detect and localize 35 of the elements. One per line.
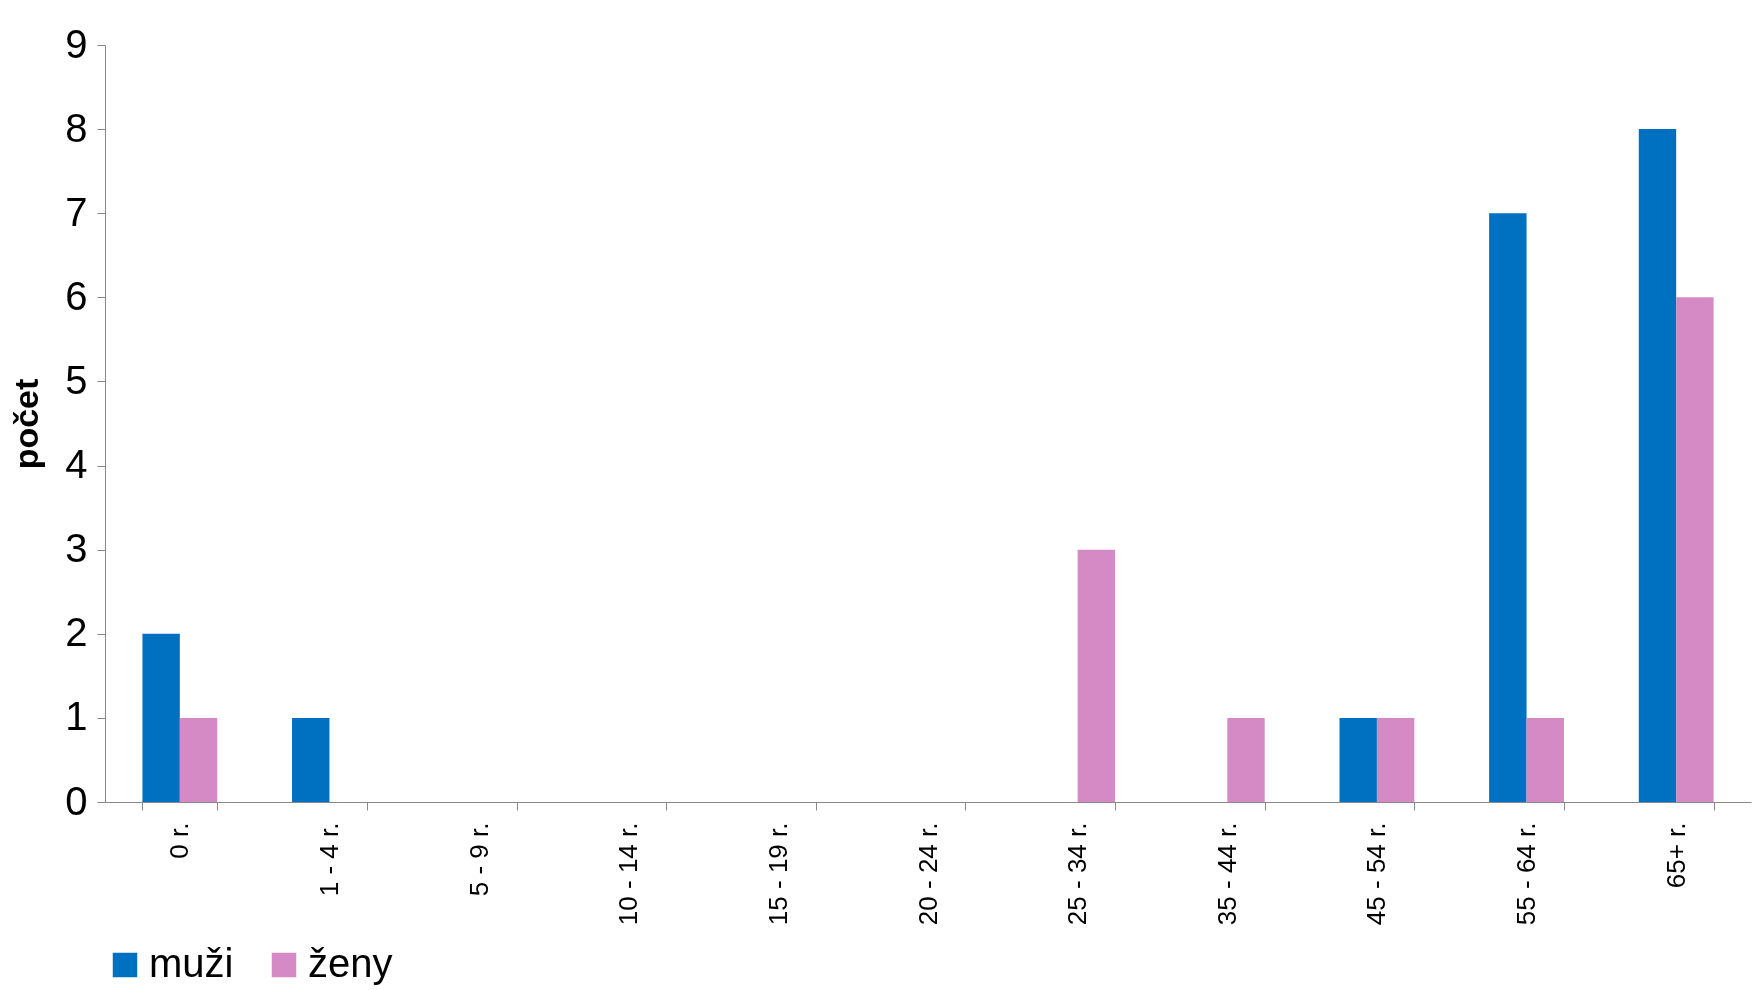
x-tick-label: 35 - 44 r. (1211, 822, 1242, 926)
x-tick-label: 65+ r. (1660, 822, 1691, 889)
bar (142, 633, 180, 802)
bar (1489, 213, 1527, 802)
legend-label: ženy (308, 941, 393, 985)
y-tick-label: 3 (65, 526, 88, 571)
y-tick-label: 7 (65, 189, 88, 234)
x-tick-label: 1 - 4 r. (313, 822, 344, 897)
x-tick-label: 5 - 9 r. (463, 822, 494, 897)
y-axis-title: počet (7, 378, 46, 470)
bar (292, 717, 330, 802)
y-tick-label: 6 (65, 273, 88, 318)
bar (1339, 717, 1377, 802)
y-tick-label: 5 (65, 357, 88, 402)
bar (1227, 717, 1265, 802)
y-tick-label: 2 (65, 610, 88, 655)
y-tick-label: 9 (65, 21, 88, 66)
bar (1676, 297, 1714, 802)
bar (179, 717, 218, 802)
x-tick-label: 55 - 64 r. (1511, 822, 1542, 926)
y-tick-label: 8 (65, 105, 88, 150)
bar (1376, 717, 1415, 802)
x-tick-label: 20 - 24 r. (912, 822, 943, 926)
y-tick-label: 1 (65, 694, 88, 739)
bar (1638, 129, 1677, 802)
legend-label: muži (149, 941, 234, 985)
x-tick-label: 25 - 34 r. (1062, 822, 1093, 926)
x-tick-label: 10 - 14 r. (613, 822, 644, 926)
x-tick-label: 15 - 19 r. (762, 822, 793, 926)
bar (1526, 717, 1564, 802)
x-tick-label: 45 - 54 r. (1361, 822, 1392, 926)
bar (1077, 549, 1116, 802)
y-tick-label: 0 (65, 778, 88, 823)
y-tick-label: 4 (65, 442, 88, 487)
x-tick-label: 0 r. (164, 822, 195, 859)
